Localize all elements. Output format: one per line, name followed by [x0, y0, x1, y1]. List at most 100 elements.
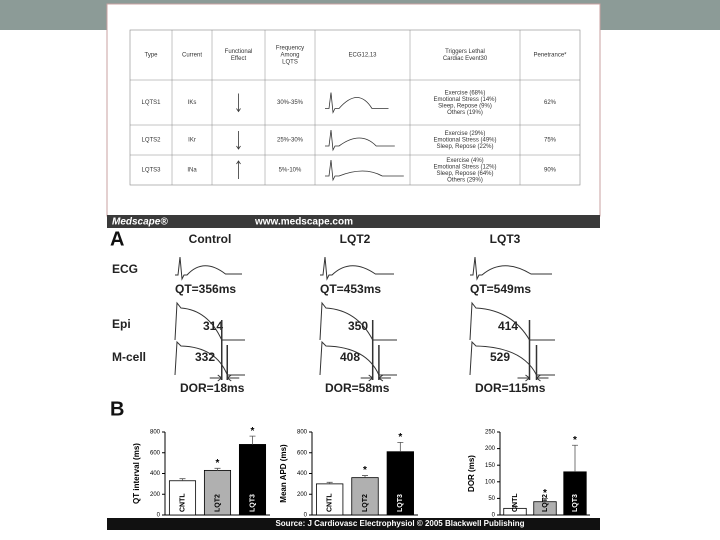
y-tick-label: 200	[297, 492, 308, 498]
source-bar	[107, 518, 600, 530]
significance-marker: *	[573, 435, 577, 446]
table-header: ECG12,13	[348, 53, 377, 59]
significance-marker: *	[251, 426, 255, 437]
category-label: LQT2	[362, 494, 369, 512]
panel-b-label: B	[110, 398, 124, 420]
significance-marker: *	[543, 488, 547, 499]
cell-trigger: Sleep, Repose (64%)	[436, 171, 493, 177]
error-bar	[397, 441, 404, 452]
y-axis-label: QT interval (ms)	[132, 443, 141, 504]
error-bar	[249, 435, 256, 445]
cell-trigger: Exercise (68%)	[445, 90, 486, 96]
bar	[168, 480, 197, 516]
y-tick-label: 0	[157, 513, 161, 519]
bar	[386, 451, 414, 516]
row-label: M-cell	[112, 350, 146, 364]
table-ecg	[325, 92, 389, 114]
cell-frequency: 30%-35%	[277, 100, 304, 106]
y-tick-label: 600	[150, 450, 161, 456]
effect-arrowhead	[236, 145, 241, 150]
cell-trigger: Sleep, Repose (22%)	[436, 144, 493, 150]
significance-marker: *	[398, 432, 402, 443]
cell-trigger: Sleep, Repose (9%)	[438, 103, 492, 109]
significance-marker: *	[363, 465, 367, 476]
dor-label: DOR=115ms	[475, 381, 546, 395]
qt-label: QT=356ms	[175, 282, 236, 296]
bar	[238, 444, 267, 516]
table-bg	[129, 29, 581, 186]
mcell-value: 332	[195, 350, 215, 364]
y-tick-label: 150	[485, 463, 496, 469]
y-tick-label: 800	[297, 430, 308, 436]
category-label: LQT3	[572, 494, 579, 512]
dor-label: DOR=18ms	[180, 381, 245, 395]
cell-frequency: 25%-30%	[277, 138, 304, 144]
table-header: Penetrance*	[533, 53, 567, 59]
brand: Medscape®	[112, 217, 168, 228]
category-label: CNTL	[327, 493, 334, 512]
table-header: Frequency	[276, 46, 304, 52]
bar	[203, 469, 232, 516]
cell-trigger: Others (29%)	[447, 177, 483, 183]
y-tick-label: 400	[150, 471, 161, 477]
effect-arrowhead	[236, 108, 241, 113]
error-bar	[214, 467, 221, 471]
effect-arrowhead	[236, 160, 241, 165]
table-ecg	[325, 159, 404, 182]
category-label: LQT2	[214, 494, 221, 512]
category-label: CNTL	[512, 493, 519, 512]
ecg-trace	[320, 256, 394, 281]
mcell-value: 529	[490, 350, 510, 364]
cell-current: IKr	[188, 138, 196, 144]
table-header: Effect	[231, 56, 247, 62]
category-label: CNTL	[179, 493, 186, 512]
source: Source: J Cardiovasc Electrophysiol © 20…	[275, 519, 524, 528]
y-tick-label: 0	[492, 513, 496, 519]
cell-trigger: Emotional Stress (14%)	[433, 97, 496, 103]
table-header: Type	[144, 53, 158, 59]
cell-trigger: Others (19%)	[447, 110, 483, 116]
bar	[351, 477, 379, 516]
cell-type: LQTS3	[141, 168, 161, 174]
dor-arrows	[360, 374, 391, 382]
y-tick-label: 200	[150, 492, 161, 498]
table-header: LQTS	[282, 60, 298, 66]
y-tick-label: 250	[485, 430, 496, 436]
row-label: ECG	[112, 262, 138, 276]
cell-frequency: 5%-10%	[279, 168, 302, 174]
mcell-trace	[469, 340, 555, 376]
error-bar	[512, 506, 518, 509]
category-label: LQT2	[542, 494, 549, 512]
cell-penetrance: 90%	[544, 168, 557, 174]
medscape-banner	[107, 215, 600, 228]
dor-label: DOR=58ms	[325, 381, 390, 395]
table-ecg	[325, 129, 395, 152]
table-header: Current	[182, 53, 202, 59]
y-tick-label: 200	[485, 446, 496, 452]
epi-trace	[469, 301, 555, 341]
bar	[316, 483, 344, 516]
table-header: Functional	[225, 49, 253, 55]
table-header: Among	[280, 53, 299, 59]
cell-penetrance: 62%	[544, 100, 557, 106]
column-title: LQT2	[340, 232, 371, 246]
cell-penetrance: 75%	[544, 138, 557, 144]
dor-arrows	[209, 374, 240, 382]
cell-trigger: Emotional Stress (12%)	[433, 164, 496, 170]
cell-type: LQTS1	[141, 100, 161, 106]
cell-current: IKs	[188, 100, 197, 106]
y-tick-label: 100	[485, 479, 496, 485]
cell-current: INa	[187, 168, 197, 174]
y-axis-label: Mean APD (ms)	[279, 444, 288, 503]
y-tick-label: 400	[297, 471, 308, 477]
significance-marker: *	[216, 458, 220, 469]
column-title: LQT3	[490, 232, 521, 246]
dor-arrows	[517, 374, 549, 382]
y-axis-label: DOR (ms)	[467, 455, 476, 492]
error-bar	[179, 478, 186, 481]
y-tick-label: 800	[150, 430, 161, 436]
epi-value: 414	[498, 319, 518, 333]
cell-type: LQTS2	[141, 138, 161, 144]
ecg-trace	[175, 256, 242, 281]
